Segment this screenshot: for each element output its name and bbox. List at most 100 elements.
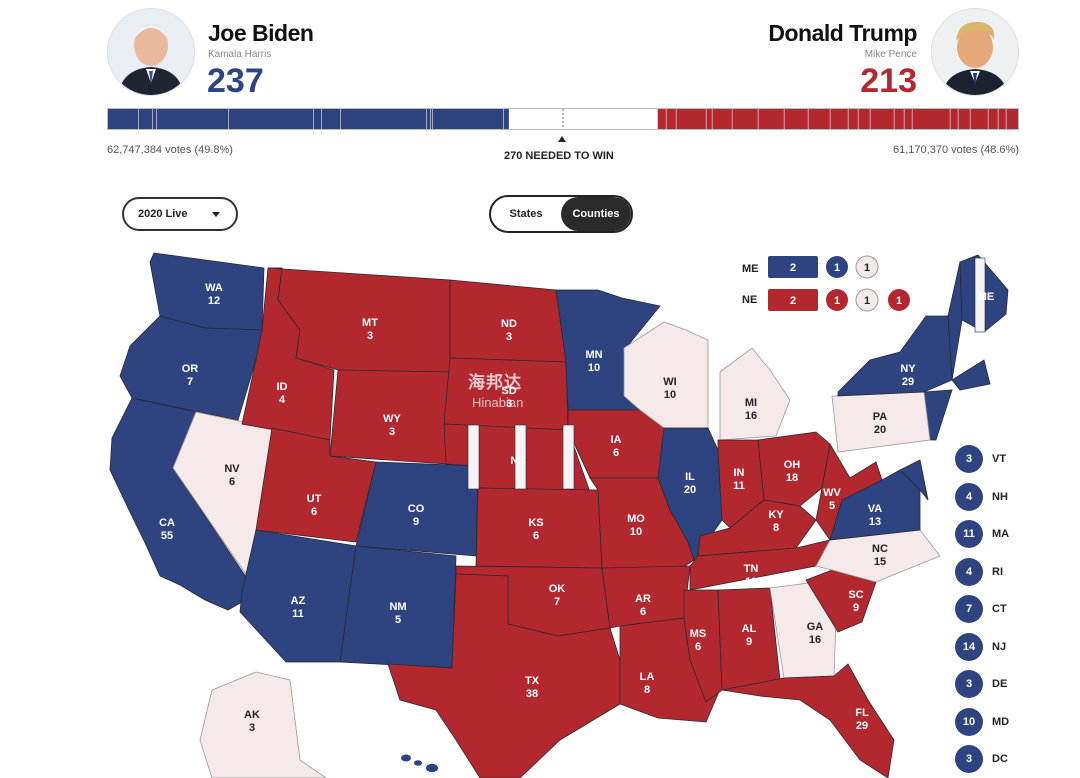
bar-state-divider bbox=[757, 109, 759, 129]
small-state-abbr: DC bbox=[992, 753, 1008, 765]
electoral-vote-bar bbox=[107, 108, 1019, 130]
bar-state-divider bbox=[997, 109, 999, 129]
small-state-vt[interactable]: 3 VT bbox=[955, 444, 1006, 474]
win-threshold-marker bbox=[558, 136, 566, 142]
state-label-id: ID bbox=[277, 381, 288, 393]
state-ev-ok: 7 bbox=[554, 596, 560, 608]
bar-rep-segment bbox=[657, 109, 1018, 129]
small-state-ev-badge: 4 bbox=[955, 557, 983, 586]
bar-state-divider bbox=[426, 109, 427, 129]
state-label-il: IL bbox=[685, 471, 695, 483]
small-state-ev-badge: 3 bbox=[955, 745, 983, 773]
state-ev-in: 11 bbox=[733, 480, 745, 492]
hawaii-island[interactable] bbox=[426, 763, 438, 773]
state-ev-nm: 5 bbox=[395, 614, 401, 626]
state-label-ar: AR bbox=[635, 593, 651, 605]
me-district-2-value: 1 bbox=[864, 262, 870, 274]
state-label-sc: SC bbox=[848, 589, 863, 601]
bar-state-divider bbox=[911, 109, 913, 129]
state-ev-la: 8 bbox=[644, 684, 650, 696]
state-ev-co: 9 bbox=[413, 516, 419, 528]
bar-state-divider bbox=[321, 109, 322, 129]
small-state-ev-badge: 14 bbox=[955, 632, 983, 661]
state-label-al: AL bbox=[742, 623, 757, 635]
dem-candidate-name: Joe Biden bbox=[208, 20, 314, 46]
state-label-mt: MT bbox=[362, 317, 378, 329]
state-ev-ga: 16 bbox=[809, 634, 821, 646]
small-state-ev-badge: 3 bbox=[955, 670, 983, 698]
state-mi[interactable] bbox=[719, 347, 791, 441]
state-ev-nc: 15 bbox=[874, 556, 886, 568]
bar-state-divider bbox=[432, 109, 433, 129]
small-state-ri[interactable]: 4 RI bbox=[955, 557, 1003, 587]
state-label-ca: CA bbox=[159, 517, 175, 529]
state-label-wy: WY bbox=[383, 413, 401, 425]
state-label-tn: TN bbox=[744, 563, 759, 575]
trump-avatar bbox=[931, 8, 1019, 96]
watermark-chinese: 海邦达 bbox=[468, 373, 522, 392]
bar-state-divider bbox=[847, 109, 849, 129]
small-state-abbr: CT bbox=[992, 603, 1007, 615]
bar-state-divider bbox=[138, 109, 139, 129]
state-ny[interactable] bbox=[837, 315, 953, 397]
bar-state-divider bbox=[665, 109, 667, 129]
state-label-mo: MO bbox=[627, 513, 645, 525]
ne-statewide-box bbox=[768, 289, 818, 311]
small-state-ct[interactable]: 7 CT bbox=[955, 594, 1007, 624]
rep-popular-votes: 61,170,370 votes (48.6%) bbox=[893, 144, 1019, 156]
state-label-oh: OH bbox=[784, 459, 801, 471]
ne-district-stripe bbox=[514, 424, 527, 490]
state-label-wi: WI bbox=[663, 376, 676, 388]
tab-counties[interactable]: Counties bbox=[561, 197, 631, 231]
state-label-ky: KY bbox=[768, 509, 784, 521]
state-ev-id: 4 bbox=[279, 394, 286, 406]
trump-portrait-icon bbox=[932, 9, 1018, 95]
state-label-or: OR bbox=[182, 363, 199, 375]
bar-state-divider bbox=[783, 109, 785, 129]
dem-running-mate: Kamala Harris bbox=[208, 49, 272, 60]
state-il[interactable] bbox=[657, 427, 723, 561]
rep-candidate-name: Donald Trump bbox=[768, 20, 917, 46]
bar-state-divider bbox=[807, 109, 809, 129]
state-ev-az: 11 bbox=[292, 608, 304, 620]
view-toggle[interactable]: States Counties bbox=[489, 195, 633, 233]
state-label-sd: SD bbox=[501, 385, 516, 397]
state-ev-wi: 10 bbox=[664, 389, 676, 401]
state-ev-ak: 3 bbox=[249, 722, 255, 734]
state-or[interactable] bbox=[119, 315, 263, 421]
state-fl[interactable] bbox=[721, 663, 895, 778]
state-label-ne: NE bbox=[510, 455, 525, 467]
bar-state-divider bbox=[903, 109, 905, 129]
state-ak[interactable] bbox=[199, 671, 327, 778]
state-ev-oh: 18 bbox=[786, 472, 798, 484]
state-label-tx: TX bbox=[525, 675, 540, 687]
hawaii-island[interactable] bbox=[414, 760, 422, 766]
hawaii-island[interactable] bbox=[401, 754, 411, 762]
ne-district-stripe bbox=[467, 424, 480, 490]
state-wv[interactable] bbox=[815, 442, 883, 541]
state-label-ia: IA bbox=[611, 434, 622, 446]
bar-dem-segment bbox=[108, 109, 509, 129]
small-state-dc[interactable]: 3 DC bbox=[955, 744, 1008, 774]
small-state-de[interactable]: 3 DE bbox=[955, 669, 1007, 699]
small-state-nj[interactable]: 14 NJ bbox=[955, 632, 1006, 662]
small-state-ma[interactable]: 11 MA bbox=[955, 519, 1009, 549]
bar-state-divider bbox=[1005, 109, 1007, 129]
state-label-wv: WV bbox=[823, 487, 841, 499]
small-state-md[interactable]: 10 MD bbox=[955, 707, 1009, 737]
state-label-ga: GA bbox=[807, 621, 824, 633]
tab-states[interactable]: States bbox=[509, 208, 543, 220]
state-sc[interactable] bbox=[805, 569, 877, 633]
state-label-ak: AK bbox=[244, 709, 260, 721]
small-state-ev-badge: 4 bbox=[955, 482, 983, 511]
small-state-abbr: NH bbox=[992, 490, 1008, 503]
northeast-state-region[interactable] bbox=[951, 359, 991, 391]
state-ev-tn: 11 bbox=[745, 576, 757, 588]
bar-state-divider bbox=[340, 109, 341, 129]
state-ev-sd: 3 bbox=[506, 398, 512, 410]
year-select[interactable]: 2020 Live bbox=[122, 197, 238, 231]
state-label-fl: FL bbox=[855, 707, 869, 719]
small-state-nh[interactable]: 4 NH bbox=[955, 482, 1008, 512]
state-label-nd: ND bbox=[501, 318, 517, 330]
state-label-nc: NC bbox=[872, 543, 888, 555]
